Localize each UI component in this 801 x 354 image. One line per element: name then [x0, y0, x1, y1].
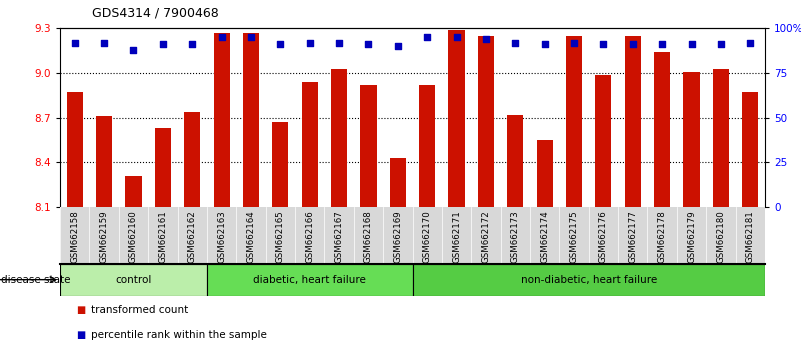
Bar: [331, 69, 347, 207]
Point: [568, 40, 581, 45]
Text: GSM662171: GSM662171: [452, 210, 461, 263]
Bar: [743, 92, 759, 207]
Text: GSM662175: GSM662175: [570, 210, 578, 263]
Point: [156, 41, 169, 47]
Text: GSM662163: GSM662163: [217, 210, 226, 263]
Text: ■: ■: [76, 330, 86, 339]
Bar: [713, 69, 729, 207]
Point: [421, 34, 433, 40]
Point: [98, 40, 111, 45]
Text: GDS4314 / 7900468: GDS4314 / 7900468: [92, 6, 219, 19]
Text: GSM662161: GSM662161: [159, 210, 167, 263]
Text: non-diabetic, heart failure: non-diabetic, heart failure: [521, 275, 657, 285]
Point: [744, 40, 757, 45]
Bar: [272, 122, 288, 207]
Point: [626, 41, 639, 47]
Text: GSM662170: GSM662170: [423, 210, 432, 263]
Bar: [413, 264, 765, 296]
Text: diabetic, heart failure: diabetic, heart failure: [253, 275, 366, 285]
Bar: [155, 128, 171, 207]
Text: GSM662181: GSM662181: [746, 210, 755, 263]
Text: GSM662160: GSM662160: [129, 210, 138, 263]
Point: [656, 41, 669, 47]
Bar: [302, 82, 318, 207]
Point: [244, 34, 257, 40]
Point: [127, 47, 140, 53]
Point: [274, 41, 287, 47]
Text: GSM662180: GSM662180: [716, 210, 726, 263]
Point: [215, 34, 228, 40]
Bar: [419, 85, 435, 207]
Text: ■: ■: [76, 305, 86, 315]
Text: GSM662159: GSM662159: [99, 210, 109, 263]
Text: GSM662176: GSM662176: [599, 210, 608, 263]
Text: GSM662169: GSM662169: [393, 210, 402, 263]
Bar: [683, 72, 699, 207]
Bar: [625, 36, 641, 207]
Text: GSM662172: GSM662172: [481, 210, 490, 263]
Bar: [360, 85, 376, 207]
Bar: [478, 36, 494, 207]
Text: GSM662167: GSM662167: [335, 210, 344, 263]
Bar: [449, 30, 465, 207]
Point: [362, 41, 375, 47]
Point: [304, 40, 316, 45]
Bar: [243, 33, 259, 207]
Point: [685, 41, 698, 47]
Text: GSM662166: GSM662166: [305, 210, 314, 263]
Text: GSM662164: GSM662164: [247, 210, 256, 263]
Text: GSM662168: GSM662168: [364, 210, 373, 263]
Text: GSM662173: GSM662173: [511, 210, 520, 263]
Point: [538, 41, 551, 47]
Point: [480, 36, 493, 42]
Bar: [537, 140, 553, 207]
Text: GSM662174: GSM662174: [540, 210, 549, 263]
Bar: [207, 264, 413, 296]
Bar: [595, 74, 611, 207]
Text: control: control: [115, 275, 151, 285]
Point: [392, 44, 405, 49]
Point: [186, 41, 199, 47]
Point: [332, 40, 345, 45]
Text: GSM662162: GSM662162: [187, 210, 197, 263]
Text: GSM662179: GSM662179: [687, 210, 696, 263]
Text: transformed count: transformed count: [91, 305, 187, 315]
Point: [597, 41, 610, 47]
Point: [450, 34, 463, 40]
Bar: [96, 116, 112, 207]
Bar: [66, 92, 83, 207]
Bar: [654, 52, 670, 207]
Point: [714, 41, 727, 47]
Bar: [390, 158, 406, 207]
Bar: [566, 36, 582, 207]
Bar: [214, 33, 230, 207]
Bar: [184, 112, 200, 207]
Text: GSM662165: GSM662165: [276, 210, 285, 263]
Bar: [126, 176, 142, 207]
Text: GSM662178: GSM662178: [658, 210, 666, 263]
Text: GSM662158: GSM662158: [70, 210, 79, 263]
Text: percentile rank within the sample: percentile rank within the sample: [91, 330, 267, 339]
Point: [509, 40, 521, 45]
Text: disease state: disease state: [1, 275, 70, 285]
Bar: [60, 264, 207, 296]
Point: [68, 40, 81, 45]
Text: GSM662177: GSM662177: [628, 210, 638, 263]
Bar: [507, 115, 523, 207]
